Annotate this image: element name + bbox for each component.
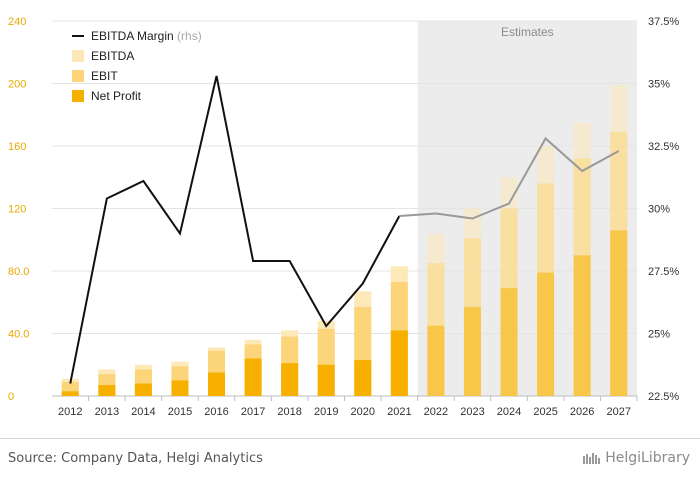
bar-net-profit [244, 358, 262, 396]
right-axis-tick-label: 27.5% [648, 266, 679, 278]
library-icon [583, 453, 601, 464]
bar-net-profit [171, 380, 189, 396]
line-ebitda-margin-estimate [399, 136, 620, 220]
bar-net-profit [134, 383, 152, 396]
bar-net-profit [463, 306, 481, 396]
x-axis-tick-label: 2020 [351, 406, 375, 418]
bar-net-profit [317, 364, 335, 396]
left-axis-tick-label: 40.0 [8, 329, 29, 341]
right-axis-tick-label: 32.5% [648, 141, 679, 153]
x-axis-tick-label: 2013 [95, 406, 119, 418]
left-axis-tick-label: 120 [8, 204, 26, 216]
right-axis-tick-label: 35% [648, 79, 670, 91]
estimates-label: Estimates [501, 25, 554, 39]
bar-net-profit [61, 391, 79, 396]
line-ebitda-margin-actual [69, 75, 401, 384]
right-axis-tick-label: 37.5% [648, 16, 679, 28]
x-axis-tick-label: 2012 [58, 406, 82, 418]
x-axis-tick-label: 2026 [570, 406, 594, 418]
x-axis-tick-label: 2014 [131, 406, 155, 418]
x-axis-tick-label: 2021 [387, 406, 411, 418]
right-axis-tick-label: 25% [648, 329, 670, 341]
bar-net-profit [610, 230, 628, 396]
bar-net-profit [281, 363, 299, 396]
legend-swatch [72, 70, 84, 82]
legend-swatch [72, 50, 84, 62]
bar-net-profit [537, 272, 555, 396]
chart-footer: Source: Company Data, Helgi Analytics He… [0, 438, 700, 483]
legend-label: EBITDA Margin (rhs) [91, 29, 202, 43]
bar-net-profit [354, 360, 372, 396]
brand-name: HelgiLibrary [605, 450, 690, 466]
x-axis-tick-label: 2017 [241, 406, 265, 418]
chart-canvas: Estimates 0 40.0 80.0 120 160 200 240 22.5% 25% 27… [8, 16, 679, 418]
x-axis-tick-label: 2015 [168, 406, 192, 418]
bar-net-profit [98, 385, 116, 396]
left-axis-tick-label: 160 [8, 141, 26, 153]
bar-net-profit [427, 325, 445, 396]
legend-label-suffix: (rhs) [174, 29, 202, 43]
x-axis-tick-label: 2024 [497, 406, 521, 418]
source-note: Source: Company Data, Helgi Analytics [8, 451, 263, 466]
x-axis-tick-label: 2018 [277, 406, 301, 418]
x-axis-tick-label: 2022 [424, 406, 448, 418]
bar-net-profit [500, 288, 518, 396]
legend-label: EBIT [91, 69, 118, 83]
left-axis-tick-label: 240 [8, 16, 26, 28]
right-axis-tick-label: 30% [648, 204, 670, 216]
x-axis-tick-label: 2019 [314, 406, 338, 418]
x-axis-tick-label: 2027 [606, 406, 630, 418]
legend-label-text: EBITDA Margin [91, 29, 174, 43]
brand-logo[interactable]: HelgiLibrary [583, 450, 690, 466]
bar-net-profit [390, 330, 408, 396]
left-axis-tick-label: 0 [8, 391, 14, 403]
left-axis-tick-label: 80.0 [8, 266, 29, 278]
left-axis-tick-label: 200 [8, 79, 26, 91]
x-axis-tick-label: 2016 [204, 406, 228, 418]
right-axis-tick-label: 22.5% [648, 391, 679, 403]
bar-net-profit [208, 372, 226, 396]
legend-label: Net Profit [91, 89, 142, 103]
legend-swatch [72, 90, 84, 102]
x-axis-tick-label: 2023 [460, 406, 484, 418]
bar-net-profit [573, 255, 591, 396]
legend-label: EBITDA [91, 49, 134, 63]
x-axis-tick-label: 2025 [533, 406, 557, 418]
